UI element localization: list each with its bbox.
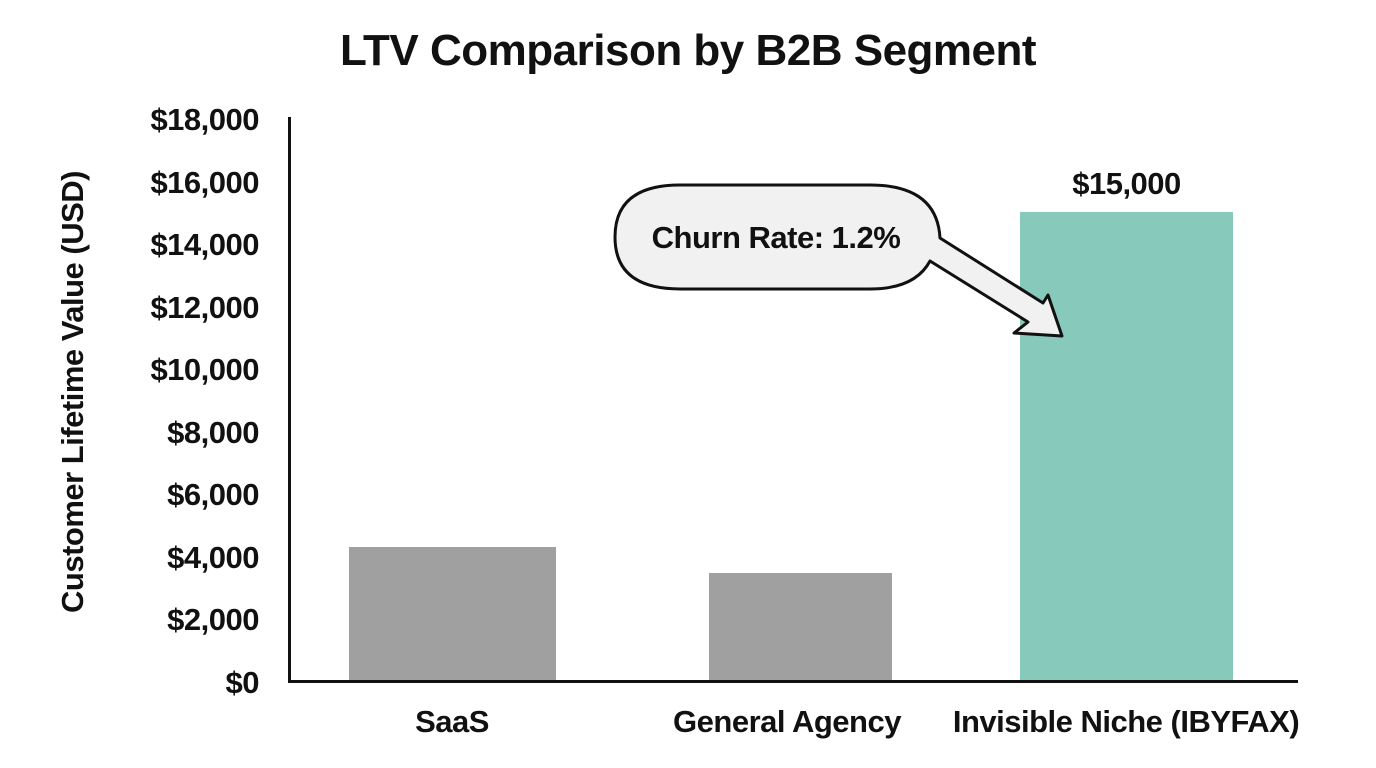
y-tick: $8,000 [167,414,259,450]
bar-general-agency[interactable] [709,573,892,681]
y-tick: $16,000 [150,164,259,200]
y-tick: $14,000 [150,227,259,263]
bar-invisible-niche[interactable] [1020,211,1233,681]
y-tick: $4,000 [167,539,259,575]
y-tick: $18,000 [150,102,259,137]
y-axis-label: Customer Lifetime Value (USD) [55,171,90,613]
y-tick: $12,000 [150,289,259,325]
x-tick-label: Invisible Niche (IBYFAX) [952,704,1300,739]
y-tick: $6,000 [167,477,259,513]
y-tick: $0 [225,665,260,700]
bar-saas[interactable] [349,546,556,681]
bar-value-label: $15,000 [1072,165,1181,201]
chart-title: LTV Comparison by B2B Segment [339,26,1037,75]
x-tick-label: SaaS [415,704,489,739]
y-axis-line [288,117,291,683]
y-tick: $10,000 [150,352,259,388]
x-axis-line [288,680,1298,683]
x-tick-label: General Agency [673,704,901,739]
callout-text: Churn Rate: 1.2% [651,220,901,255]
y-tick: $2,000 [167,602,259,638]
